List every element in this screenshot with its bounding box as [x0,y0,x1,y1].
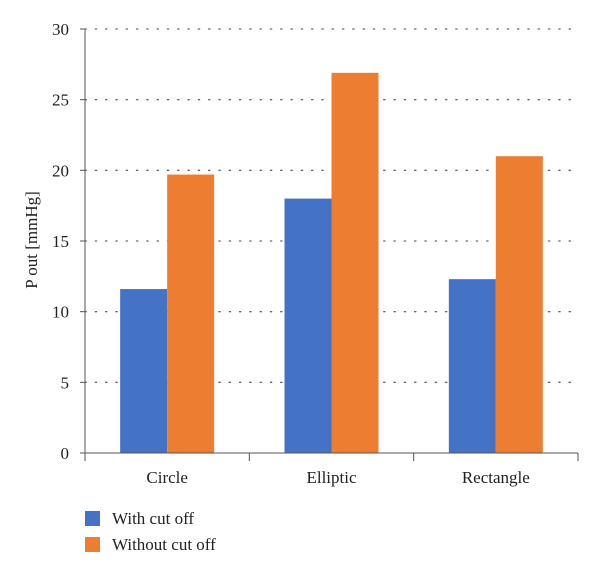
legend: With cut off Without cut off [85,509,216,554]
legend-label: Without cut off [112,535,216,554]
legend-swatch [85,511,100,526]
x-tick-label: Elliptic [306,468,357,487]
x-tick-labels: Circle Elliptic Rectangle [146,468,529,487]
y-tick-label: 5 [61,373,70,392]
y-tick-labels: 0 5 10 15 20 25 30 [52,20,69,463]
y-tick-label: 10 [52,303,69,322]
y-tick-label: 25 [52,91,69,110]
bar-with-cut-off-elliptic [284,198,332,453]
axes [80,28,579,461]
bars [120,72,543,454]
bar-without-cut-off-circle [167,174,215,453]
bar-with-cut-off-circle [120,289,168,453]
legend-label: With cut off [112,509,194,528]
y-axis-title: P out [mmHg] [22,191,41,289]
x-tick-label: Circle [146,468,188,487]
y-tick-label: 30 [52,20,69,39]
x-tick-label: Rectangle [462,468,530,487]
legend-swatch [85,537,100,552]
y-tick-label: 0 [61,444,70,463]
bar-with-cut-off-rectangle [448,279,496,453]
bar-without-cut-off-rectangle [495,156,543,453]
bar-without-cut-off-elliptic [331,72,379,454]
y-tick-label: 15 [52,232,69,251]
y-tick-label: 20 [52,161,69,180]
